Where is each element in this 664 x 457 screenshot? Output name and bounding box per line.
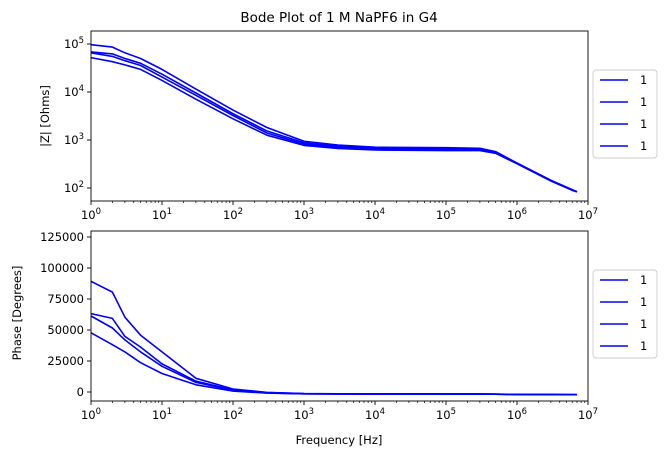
- magnitude-panel: |Z| [Ohms] 100 101 102 103 104 105 106 107 102 10…: [38, 30, 658, 222]
- y-tick-label: 104: [64, 84, 84, 99]
- chart-title: Bode Plot of 1 M NaPF6 in G4: [240, 10, 437, 26]
- series-line-1: [90, 43, 578, 193]
- y-tick-label: 25000: [47, 354, 84, 368]
- legend-label: 1: [640, 139, 647, 153]
- x-tick-label: 102: [223, 407, 243, 422]
- x-tick-label: 105: [436, 207, 456, 222]
- x-tick-label: 105: [436, 407, 456, 422]
- y-tick-label: 100000: [40, 261, 84, 275]
- legend-label: 1: [640, 117, 647, 131]
- y-tick-label: 105: [64, 36, 84, 51]
- legend-label: 1: [640, 339, 647, 353]
- x-tick-label: 106: [507, 207, 527, 222]
- x-tick-label: 107: [578, 207, 598, 222]
- y-tick-label: 75000: [47, 292, 84, 306]
- frequency-x-axis-label: Frequency [Hz]: [296, 433, 383, 447]
- y-tick-label: 102: [64, 180, 84, 195]
- legend-box: [592, 69, 658, 159]
- phase-panel: Phase [Degrees] Frequency [Hz] 100 101 102…: [10, 230, 658, 447]
- legend-label: 1: [640, 295, 647, 309]
- series-line-4: [90, 56, 578, 193]
- plot-frame: [90, 30, 589, 202]
- x-tick-label: 104: [365, 407, 385, 422]
- legend-label: 1: [640, 317, 647, 331]
- x-tick-label: 100: [81, 207, 101, 222]
- legend-box: [592, 269, 658, 359]
- series-line-4: [90, 332, 577, 396]
- y-tick-label: 0: [77, 385, 84, 399]
- legend-label: 1: [640, 73, 647, 87]
- y-tick-label: 125000: [40, 230, 84, 244]
- x-tick-label: 101: [152, 207, 172, 222]
- x-tick-label: 100: [81, 407, 101, 422]
- magnitude-y-axis-label: |Z| [Ohms]: [38, 85, 52, 147]
- series-line-1: [90, 280, 577, 396]
- phase-y-axis-label: Phase [Degrees]: [10, 266, 24, 361]
- x-tick-label: 103: [294, 207, 314, 222]
- legend-label: 1: [640, 95, 647, 109]
- x-tick-label: 102: [223, 207, 243, 222]
- plot-frame: [90, 230, 589, 402]
- y-tick-label: 50000: [47, 323, 84, 337]
- x-tick-label: 107: [578, 407, 598, 422]
- x-tick-label: 104: [365, 207, 385, 222]
- x-tick-label: 103: [294, 407, 314, 422]
- y-tick-label: 103: [64, 132, 84, 147]
- series-line-3: [90, 315, 577, 396]
- x-tick-label: 106: [507, 407, 527, 422]
- legend-label: 1: [640, 273, 647, 287]
- series-line-2: [90, 51, 578, 193]
- x-tick-label: 101: [152, 407, 172, 422]
- series-line-3: [90, 52, 578, 193]
